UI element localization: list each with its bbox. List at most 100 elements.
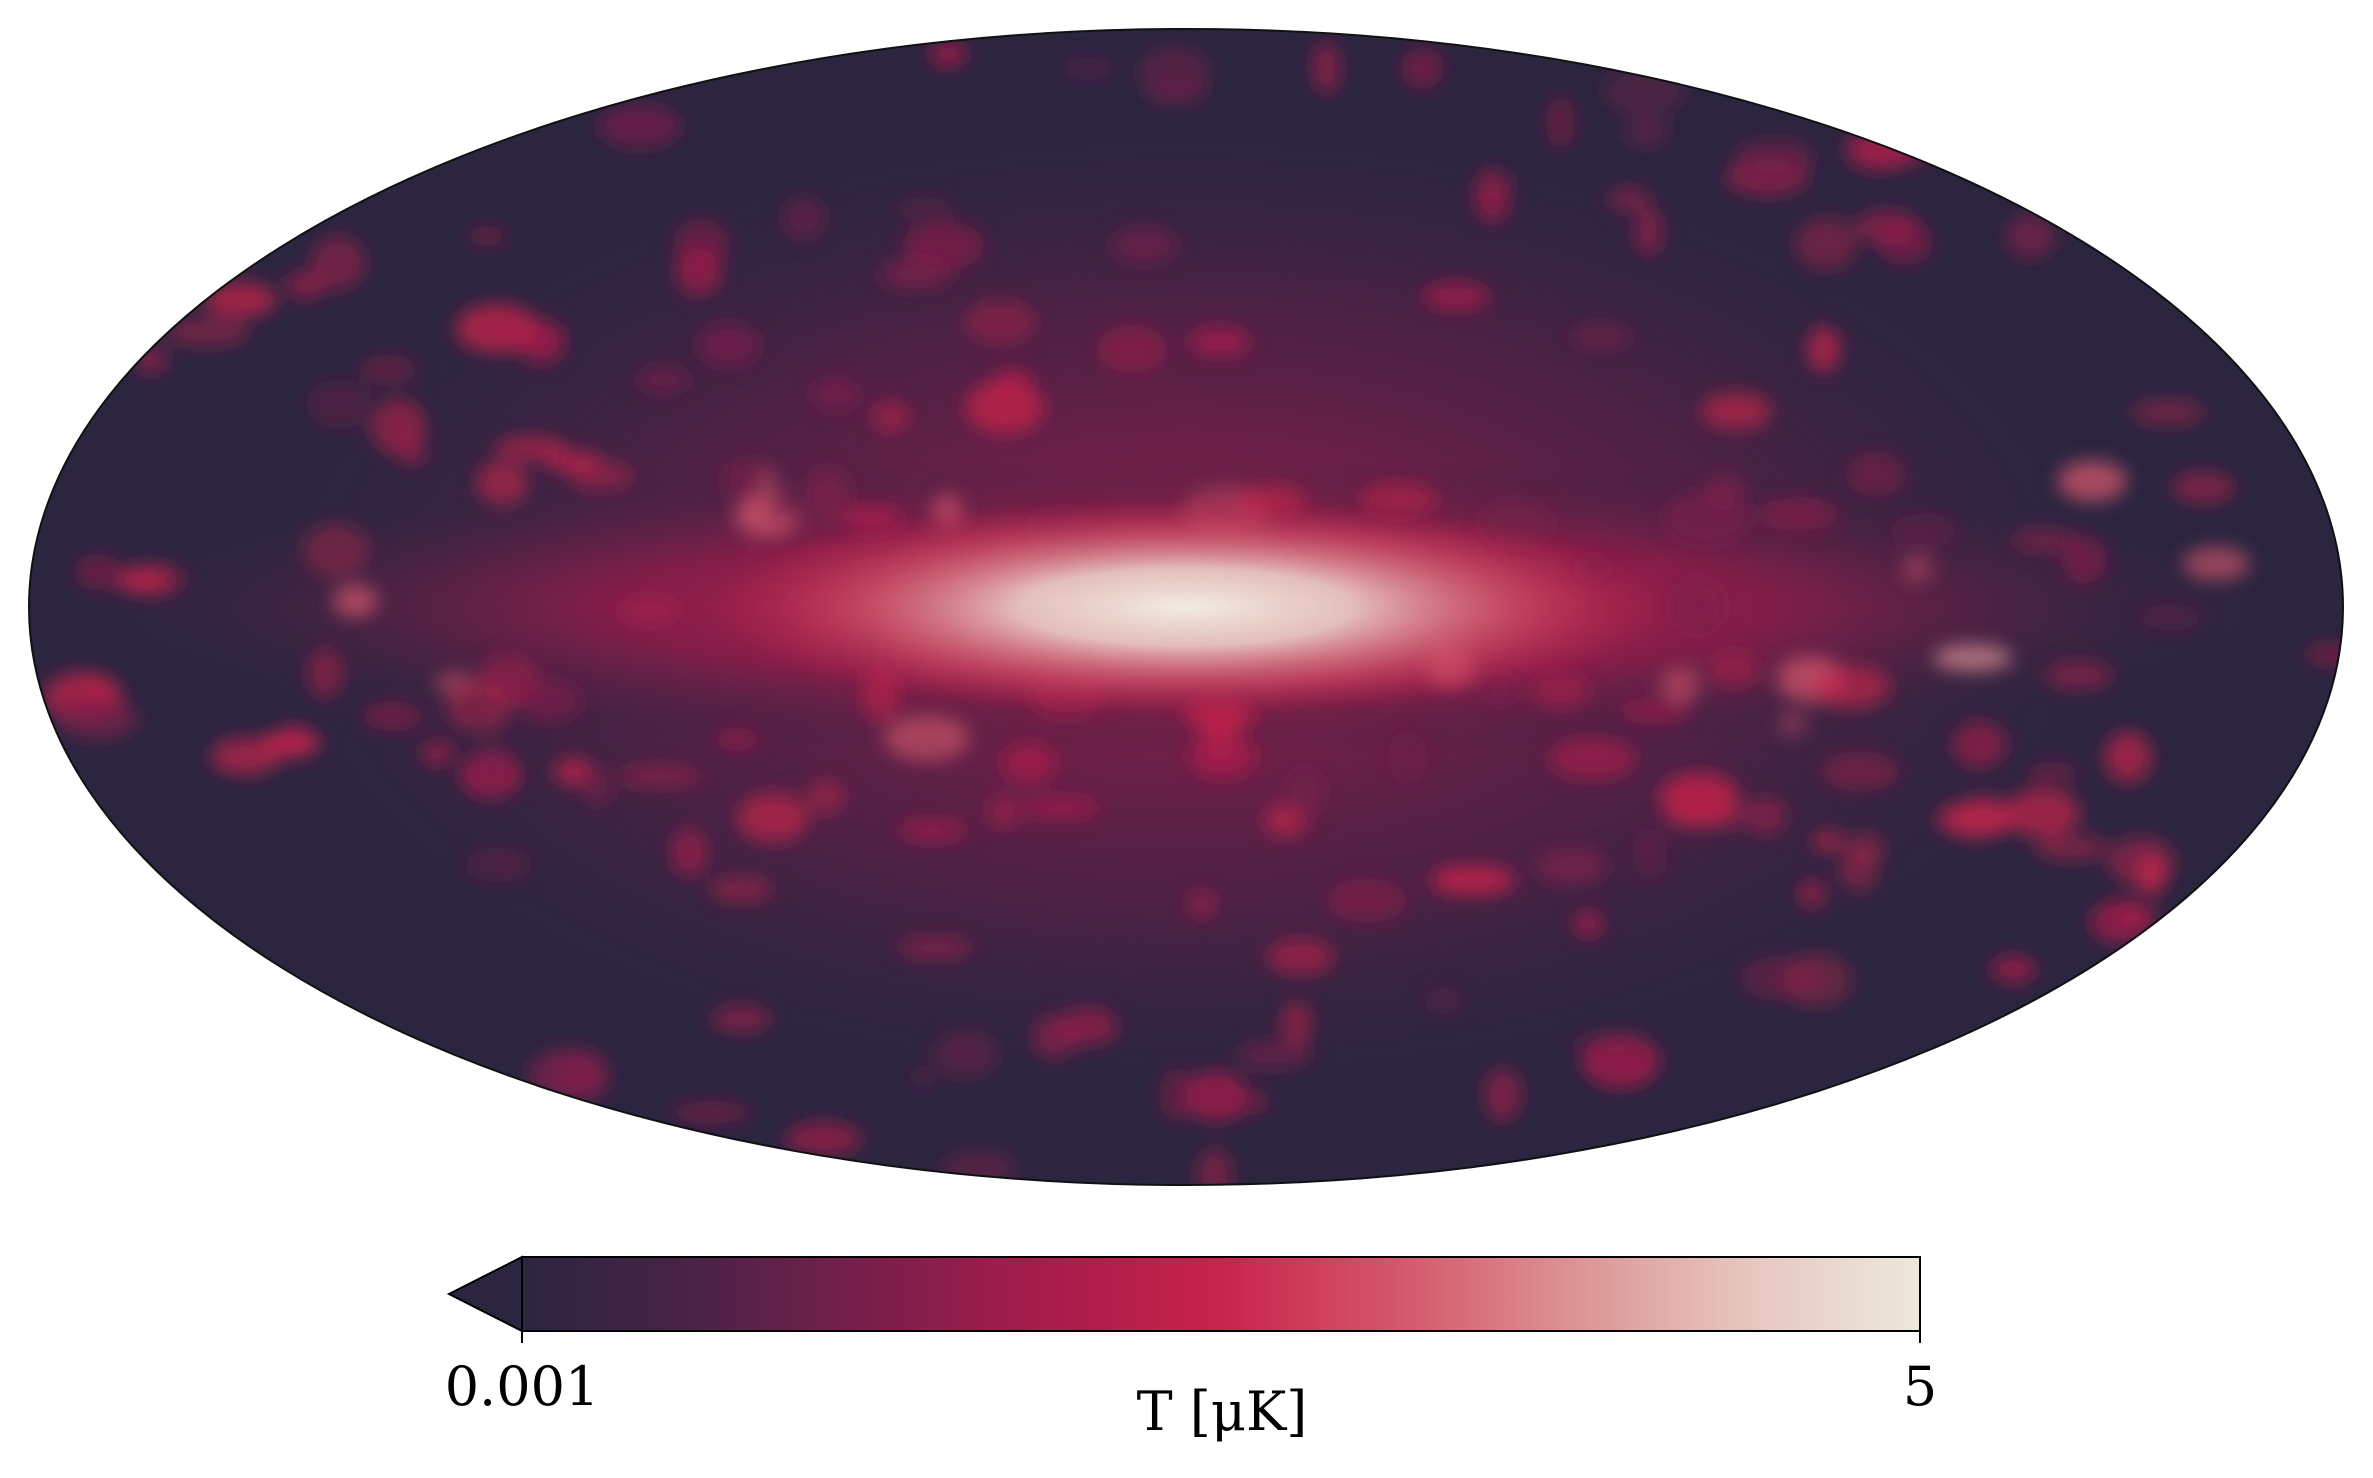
blob <box>1567 1033 1651 1054</box>
blob <box>475 460 529 506</box>
blob <box>419 740 455 767</box>
blob <box>2061 535 2108 584</box>
blob <box>553 757 592 787</box>
blob <box>1311 40 1341 96</box>
blob <box>1548 737 1637 781</box>
colorbar: 0.001 5 <box>445 1255 1937 1418</box>
blob <box>871 401 909 433</box>
blob <box>1110 225 1179 265</box>
blob <box>1703 474 1745 512</box>
blob <box>933 1031 999 1078</box>
blob <box>696 323 761 367</box>
blob <box>636 366 691 394</box>
blob <box>2033 834 2110 862</box>
blob <box>1266 938 1335 976</box>
blob <box>1670 578 1726 634</box>
blob <box>1001 741 1056 785</box>
blob <box>333 584 378 618</box>
blob <box>1534 847 1608 885</box>
blob <box>444 680 514 734</box>
blob <box>1572 909 1604 939</box>
blob <box>113 570 172 592</box>
blob <box>670 826 709 878</box>
blob <box>1758 496 1840 532</box>
blob <box>1732 138 1816 174</box>
blob <box>1901 554 1933 583</box>
blob <box>1232 1087 1271 1116</box>
blob <box>806 779 845 815</box>
blob <box>2057 460 2128 502</box>
blob <box>2026 761 2079 786</box>
blob <box>714 728 760 751</box>
blob <box>1235 1039 1312 1070</box>
blob <box>810 377 860 412</box>
blob <box>1811 830 1846 852</box>
blob <box>203 281 278 318</box>
blob <box>2010 528 2078 552</box>
blob <box>1481 170 1513 201</box>
blob <box>1700 391 1772 431</box>
blob <box>902 220 985 271</box>
blob <box>358 354 418 386</box>
blob <box>1660 666 1700 705</box>
blob <box>1184 1069 1248 1123</box>
blob <box>1602 66 1686 116</box>
map-outline <box>28 28 2344 1186</box>
blob <box>464 846 532 883</box>
blob <box>1806 326 1841 373</box>
blob <box>568 460 634 491</box>
blob <box>1606 186 1652 213</box>
sky-map <box>29 29 2343 1185</box>
blob <box>1032 1014 1077 1060</box>
blob <box>1708 650 1759 688</box>
blob <box>74 553 122 591</box>
blob <box>597 104 683 149</box>
blob <box>1794 216 1858 271</box>
blob <box>284 270 327 300</box>
blob <box>736 793 809 843</box>
blob <box>1143 83 1208 104</box>
blob <box>164 316 250 347</box>
blob <box>1618 697 1691 725</box>
blob <box>310 234 366 291</box>
blob <box>1021 797 1101 819</box>
blob <box>1820 751 1901 792</box>
blob <box>478 743 507 794</box>
blob <box>672 218 730 271</box>
blob <box>897 819 968 842</box>
blob <box>1186 888 1217 920</box>
blob <box>1936 801 2015 839</box>
blob <box>1285 767 1325 818</box>
blob <box>1742 796 1788 836</box>
blob <box>1951 721 2007 769</box>
blob <box>1933 644 2013 672</box>
blob <box>1777 711 1808 737</box>
colorbar-tick-label: 0.001 <box>445 1355 600 1418</box>
blob <box>1195 1147 1233 1185</box>
blob <box>1400 47 1444 90</box>
blob <box>1138 46 1211 98</box>
blob <box>2304 644 2343 665</box>
blob <box>1890 513 1957 550</box>
blob <box>1545 95 1576 149</box>
blob <box>1846 831 1887 865</box>
colorbar-outline <box>521 1256 1921 1332</box>
blob <box>494 436 567 461</box>
blob <box>1096 324 1168 373</box>
blob <box>1187 326 1252 357</box>
blob <box>1570 325 1633 348</box>
blob <box>1429 864 1516 896</box>
blob <box>1060 56 1116 81</box>
blob <box>2043 660 2114 691</box>
blob <box>1990 954 2037 984</box>
blob <box>301 522 370 577</box>
blob <box>965 381 1045 434</box>
blob <box>963 300 1037 344</box>
blob <box>908 1065 939 1089</box>
blob <box>929 40 968 68</box>
blob <box>257 731 322 755</box>
blob <box>582 766 613 807</box>
blob <box>1845 451 1907 498</box>
blob <box>490 316 568 352</box>
